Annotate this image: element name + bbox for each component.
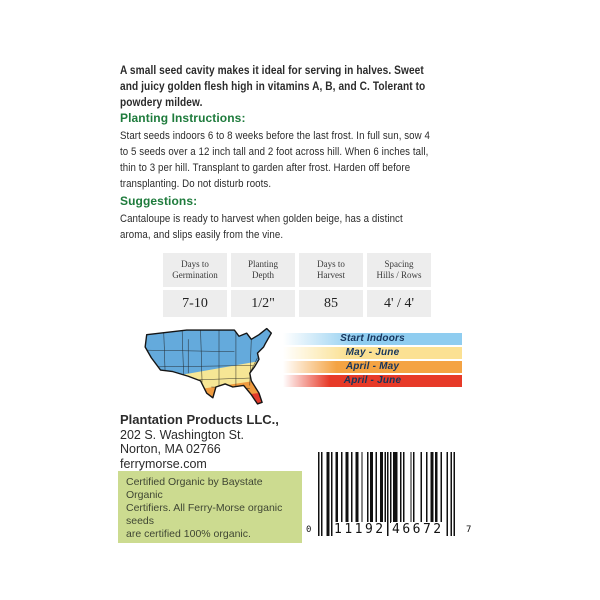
company-name: Plantation Products LLC.,	[120, 412, 279, 427]
table-column-depth: Planting Depth 1/2"	[231, 253, 295, 317]
legend-april-june: April - June	[283, 375, 462, 387]
column-header: Spacing Hills / Rows	[367, 253, 431, 287]
suggestions-heading: Suggestions:	[120, 194, 198, 208]
suggestions-paragraph: Cantaloupe is ready to harvest when gold…	[120, 213, 403, 241]
legend-may-june: May - June	[283, 347, 462, 359]
legend-start-indoors: Start Indoors	[283, 333, 462, 345]
column-header: Planting Depth	[231, 253, 295, 287]
column-value: 1/2"	[231, 290, 295, 317]
planting-instructions-heading: Planting Instructions:	[120, 111, 246, 125]
barcode-digit-group1: 11192	[333, 522, 387, 537]
planting-instructions-paragraph: Start seeds indoors 6 to 8 weeks before …	[120, 130, 430, 190]
table-column-harvest: Days to Harvest 85	[299, 253, 363, 317]
legend-april-may: April - May	[283, 361, 462, 373]
table-column-spacing: Spacing Hills / Rows 4' / 4'	[367, 253, 431, 317]
table-column-germination: Days to Germination 7-10	[163, 253, 227, 317]
upc-barcode: 0 11192 46672 7	[306, 452, 486, 547]
column-value: 7-10	[163, 290, 227, 317]
intro-paragraph: A small seed cavity makes it ideal for s…	[120, 65, 426, 109]
barcode-digit-left: 0	[306, 525, 312, 535]
certified-organic-box: Certified Organic by Baystate Organic Ce…	[118, 471, 302, 543]
barcode-digit-group2: 46672	[391, 522, 445, 537]
column-header: Days to Harvest	[299, 253, 363, 287]
barcode-bars	[318, 452, 455, 536]
column-value: 85	[299, 290, 363, 317]
us-map-graphic	[144, 327, 272, 405]
us-planting-zones-map	[140, 327, 298, 407]
column-value: 4' / 4'	[367, 290, 431, 317]
column-header: Days to Germination	[163, 253, 227, 287]
planting-time-legend: Start Indoors May - June April - May Apr…	[283, 333, 462, 389]
barcode-digit-right: 7	[466, 525, 472, 535]
company-address: 202 S. Washington St. Norton, MA 02766 f…	[120, 427, 244, 471]
planting-info-table: Days to Germination 7-10 Planting Depth …	[163, 253, 431, 317]
company-info: Plantation Products LLC., 202 S. Washing…	[120, 412, 279, 471]
